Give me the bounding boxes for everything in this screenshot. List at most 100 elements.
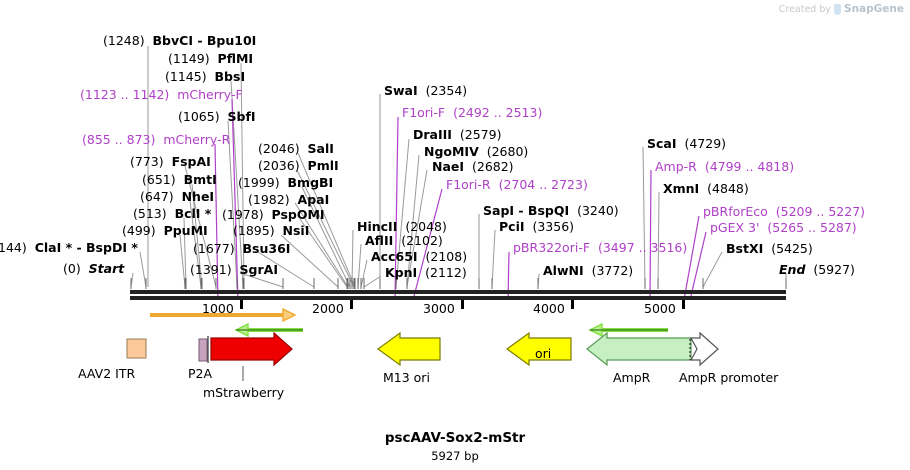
site-name: NheI (181, 189, 215, 204)
site-position: (1978) (222, 207, 264, 222)
site-position: (1895) (233, 223, 275, 238)
site-name: BbvCI - Bpu10I (152, 33, 257, 48)
site-label[interactable]: F1ori-F (2492 .. 2513) (402, 106, 542, 119)
site-label[interactable]: pBRforEco (5209 .. 5227) (703, 205, 865, 218)
site-name: KpnI (385, 265, 418, 280)
site-label[interactable]: End (5927) (779, 263, 855, 276)
primer-span-arrows (150, 307, 668, 338)
site-label[interactable]: (1677) Bsu36I (193, 242, 290, 255)
site-label[interactable]: HincII (2048) (357, 220, 447, 233)
site-position: (4848) (707, 181, 749, 196)
site-position: (2354) (425, 83, 468, 98)
site-label[interactable]: SwaI (2354) (384, 84, 467, 97)
site-label[interactable]: (499) PpuMI (122, 224, 208, 237)
site-label[interactable]: XmnI (4848) (663, 182, 749, 195)
site-position: (2112) (425, 265, 467, 280)
site-label[interactable]: (1391) SgrAI (190, 263, 278, 276)
site-position: (4729) (684, 136, 727, 151)
feature-mstrawberry[interactable] (210, 331, 293, 367)
site-label[interactable]: (1895) NsiI (233, 224, 309, 237)
site-label[interactable]: ScaI (4729) (647, 137, 726, 150)
site-label[interactable]: BstXI (5425) (726, 242, 813, 255)
site-label[interactable]: NgoMIV (2680) (424, 145, 528, 158)
site-label[interactable]: (855 .. 873) mCherry-R (82, 133, 230, 146)
site-label[interactable]: (513) BclI * (133, 207, 211, 220)
site-position: (651) (142, 172, 176, 187)
site-name: NsiI (282, 223, 310, 238)
leader-lines-primers (214, 98, 707, 301)
ruler-tick-label: 1000 (202, 301, 234, 316)
ruler-tick-label: 4000 (533, 301, 565, 316)
ruler-tick-label: 3000 (423, 301, 455, 316)
site-label[interactable]: (1065) SbfI (178, 110, 256, 123)
site-label[interactable]: (651) BmtI (142, 173, 217, 186)
site-label[interactable]: (2046) SalI (258, 142, 334, 155)
site-label[interactable]: AlwNI (3772) (543, 264, 633, 277)
site-label[interactable]: PciI (3356) (499, 220, 574, 233)
feature-ori[interactable] (505, 331, 572, 367)
site-position: (513) (133, 206, 167, 221)
site-label[interactable]: (1123 .. 1142) mCherry-F (80, 88, 243, 101)
site-label[interactable]: (1999) BmgBI (238, 176, 333, 189)
site-position: (2046) (258, 141, 300, 156)
site-position: (2108) (425, 249, 468, 264)
site-label[interactable]: KpnI (2112) (385, 266, 467, 279)
site-position: (4799 .. 4818) (704, 159, 795, 174)
feature-label: mStrawberry (203, 385, 285, 400)
site-position: (1149) (168, 51, 210, 66)
site-name: HincII (357, 219, 398, 234)
site-label[interactable]: (1145) BbsI (165, 70, 245, 83)
site-label[interactable]: 144) ClaI * - BspDI * (0, 241, 138, 254)
site-label[interactable]: DraIII (2579) (413, 128, 501, 141)
site-label[interactable]: SapI - BspQI (3240) (483, 204, 619, 217)
site-name: NgoMIV (424, 144, 479, 159)
site-position: (3497 .. 3516) (597, 240, 688, 255)
site-label[interactable]: (1248) BbvCI - Bpu10I (103, 34, 256, 47)
site-label[interactable]: (2036) PmlI (258, 159, 339, 172)
site-name: ScaI (647, 136, 677, 151)
site-label[interactable]: AflII (2102) (365, 234, 443, 247)
feature-ampr-promoter[interactable] (689, 331, 719, 367)
feature-aav2-itr[interactable] (126, 338, 147, 359)
site-name: XmnI (663, 181, 700, 196)
site-position: (3240) (577, 203, 619, 218)
site-name: PmlI (307, 158, 339, 173)
site-name: Bsu36I (242, 241, 291, 256)
feature-label: P2A (188, 366, 213, 381)
site-position: (5927) (813, 262, 855, 277)
leader-lines-enzymes (130, 46, 787, 288)
feature-label: M13 ori (383, 370, 430, 385)
forward-primer-arrow (150, 307, 297, 323)
site-label[interactable]: Amp-R (4799 .. 4818) (655, 160, 794, 173)
site-label[interactable]: (1982) ApaI (248, 193, 329, 206)
ruler-tick-label: 5000 (644, 301, 676, 316)
site-name: PflMI (217, 51, 254, 66)
site-label[interactable]: Acc65I (2108) (371, 250, 467, 263)
site-label[interactable]: (647) NheI (140, 190, 214, 203)
plasmid-title: pscAAV-Sox2-mStr (384, 430, 526, 446)
feature-label: AmpR promoter (679, 370, 779, 385)
site-label[interactable]: (773) FspAI (130, 155, 211, 168)
site-position: (647) (140, 189, 174, 204)
feature-shapes (126, 331, 719, 381)
site-label[interactable]: NaeI (2682) (432, 160, 514, 173)
feature-p2a[interactable] (198, 338, 208, 362)
site-position: (1391) (190, 262, 232, 277)
site-position: (5425) (771, 241, 813, 256)
feature-m13-ori[interactable] (376, 331, 441, 367)
site-label[interactable]: F1ori-R (2704 .. 2723) (446, 178, 588, 191)
feature-ampr[interactable] (586, 331, 692, 367)
site-label[interactable]: pBR322ori-F (3497 .. 3516) (513, 241, 687, 254)
site-label[interactable]: pGEX 3' (5265 .. 5287) (710, 221, 857, 234)
site-name: BbsI (214, 69, 246, 84)
site-label[interactable]: (1978) PspOMI (222, 208, 325, 221)
site-label[interactable]: (1149) PflMI (168, 52, 253, 65)
site-name: AlwNI (543, 263, 584, 278)
site-position: (2680) (486, 144, 529, 159)
site-position: 144) (0, 240, 27, 255)
reverse-primer-arrow-ampr (588, 322, 668, 338)
site-name: BmtI (183, 172, 217, 187)
site-label[interactable]: (0) Start (63, 262, 124, 275)
site-name: PpuMI (163, 223, 208, 238)
